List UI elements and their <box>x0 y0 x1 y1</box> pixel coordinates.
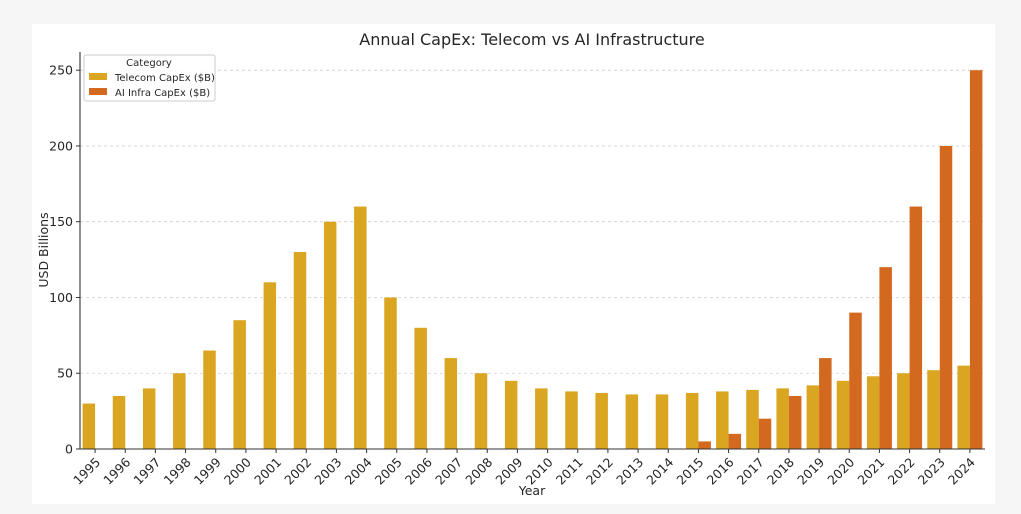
x-tick-label: 2003 <box>311 455 344 488</box>
x-tick-label: 2000 <box>221 454 254 487</box>
bar-telecom <box>354 206 367 449</box>
x-tick-label: 2018 <box>764 454 797 487</box>
legend: Category Telecom CapEx ($B) AI Infra Cap… <box>83 54 216 102</box>
x-tick-label: 2024 <box>945 454 978 487</box>
bar-telecom <box>263 282 277 449</box>
x-tick-label: 2014 <box>643 454 676 487</box>
x-tick-label: 2021 <box>854 455 887 488</box>
bar-telecom <box>233 320 246 449</box>
axes <box>76 52 985 453</box>
x-tick-label: 2017 <box>734 455 767 488</box>
bar-ai-infra <box>698 441 711 449</box>
bar-telecom <box>112 395 126 449</box>
bar-telecom <box>444 358 458 449</box>
bar-telecom <box>897 373 910 449</box>
bar-ai-infra <box>758 418 772 449</box>
bar-telecom <box>323 221 337 449</box>
bar-telecom <box>504 380 518 449</box>
x-tick-label: 2004 <box>342 454 375 487</box>
x-tick-label: 2012 <box>583 455 616 488</box>
bar-telecom <box>142 388 156 449</box>
x-tick-label: 1996 <box>100 454 133 487</box>
bar-telecom <box>836 380 850 449</box>
legend-label-telecom: Telecom CapEx ($B) <box>114 73 215 84</box>
bar-telecom <box>293 252 307 449</box>
bar-ai-infra <box>788 395 802 449</box>
bar-telecom <box>746 389 759 449</box>
bar-telecom <box>535 388 548 449</box>
x-tick-label: 1998 <box>161 454 194 487</box>
x-tick-label: 2019 <box>794 454 827 487</box>
x-tick-label: 2020 <box>824 454 857 487</box>
bar-telecom <box>414 327 427 449</box>
bar-telecom <box>685 392 699 449</box>
x-tick-label: 2013 <box>613 455 646 488</box>
legend-title: Category <box>126 58 172 69</box>
legend-box <box>83 54 216 102</box>
bars <box>82 70 983 450</box>
bar-ai-infra <box>909 206 923 449</box>
x-tick-label: 2007 <box>432 455 465 488</box>
x-tick-label: 2001 <box>251 455 284 488</box>
bar-ai-infra <box>939 145 953 449</box>
legend-swatch-telecom <box>89 73 107 80</box>
x-tick-label: 2008 <box>462 454 495 487</box>
y-tick-label: 150 <box>49 214 73 229</box>
legend-label-ai-infra: AI Infra CapEx ($B) <box>115 88 210 99</box>
bar-telecom <box>384 297 397 449</box>
bar-telecom <box>595 392 608 449</box>
gridlines <box>80 69 985 374</box>
bar-telecom <box>655 394 669 449</box>
bar-ai-infra <box>849 312 862 449</box>
x-tick-label: 2016 <box>704 454 737 487</box>
y-tick-labels: 0 50 100 150 200 250 <box>49 63 73 457</box>
x-tick-label: 2015 <box>673 455 706 488</box>
bar-telecom <box>716 391 729 449</box>
legend-swatch-ai-infra <box>89 88 107 95</box>
y-tick-label: 200 <box>49 138 73 153</box>
x-axis-label: Year <box>518 483 546 498</box>
x-tick-label: 1995 <box>70 455 103 488</box>
x-tick-label: 1997 <box>130 455 163 488</box>
chart-title: Annual CapEx: Telecom vs AI Infrastructu… <box>359 30 704 49</box>
x-tick-label: 2002 <box>281 455 314 488</box>
y-tick-label: 0 <box>65 442 73 457</box>
bar-telecom <box>957 365 970 449</box>
x-tick-label: 1999 <box>191 454 224 487</box>
y-tick-label: 50 <box>57 366 73 381</box>
x-tick-label: 2023 <box>915 455 948 488</box>
y-tick-label: 250 <box>49 63 73 78</box>
x-tick-label: 2022 <box>885 455 918 488</box>
bar-ai-infra <box>819 358 832 449</box>
bar-telecom <box>776 388 789 449</box>
x-tick-label: 2006 <box>402 454 435 487</box>
y-tick-label: 100 <box>49 290 73 305</box>
bar-ai-infra <box>969 70 983 450</box>
bar-telecom <box>173 373 186 449</box>
bar-telecom <box>806 385 820 449</box>
bar-telecom <box>625 394 639 449</box>
y-axis-label: USD Billions <box>36 212 51 287</box>
bar-telecom <box>203 350 216 449</box>
bar-ai-infra <box>728 433 742 449</box>
bar-telecom <box>474 373 488 449</box>
x-tick-label: 2011 <box>553 455 586 488</box>
bar-ai-infra <box>879 267 892 449</box>
bar-telecom <box>866 376 880 449</box>
x-tick-label: 2005 <box>372 455 405 488</box>
bar-telecom <box>82 403 96 449</box>
bar-telecom <box>565 391 578 449</box>
bar-telecom <box>927 370 940 449</box>
